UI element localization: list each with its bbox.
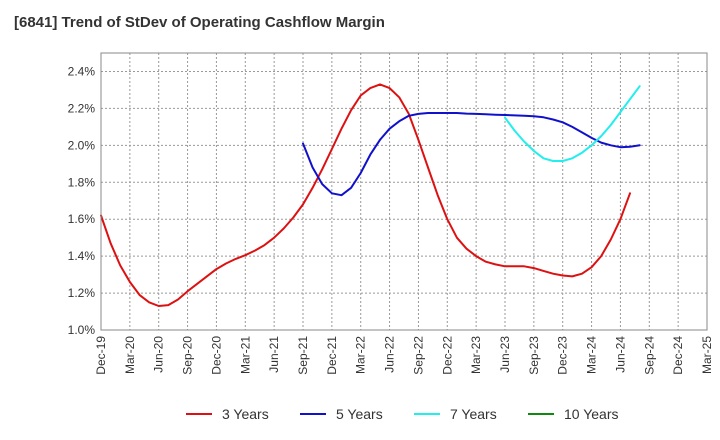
x-tick-label: Sep-21 [296, 336, 310, 375]
series-line-3 [504, 85, 641, 162]
y-tick-label: 1.0% [68, 323, 96, 337]
x-tick-label: Dec-21 [325, 336, 339, 375]
x-tick-label: Dec-19 [94, 336, 108, 375]
series-lines [100, 83, 641, 307]
legend-label: 5 Years [336, 406, 383, 422]
x-tick-label: Dec-24 [671, 336, 685, 375]
y-tick-label: 1.2% [68, 286, 96, 300]
y-tick-label: 1.6% [68, 212, 96, 226]
chart-title: [6841] Trend of StDev of Operating Cashf… [14, 14, 385, 31]
x-tick-label: Jun-23 [498, 336, 512, 373]
x-tick-label: Jun-24 [613, 336, 627, 373]
x-tick-label: Mar-23 [469, 336, 483, 374]
legend: 3 Years 5 Years 7 Years 10 Years [186, 406, 619, 422]
x-tick-label: Mar-20 [123, 336, 137, 374]
x-tick-label: Jun-20 [152, 336, 166, 373]
series-line-2 [302, 112, 641, 197]
x-tick-label: Sep-20 [181, 336, 195, 375]
y-tick-label: 2.4% [68, 64, 96, 78]
series-line-1 [100, 83, 631, 307]
y-tick-label: 1.4% [68, 249, 96, 263]
y-tick-label: 1.8% [68, 175, 96, 189]
axes: 1.0% 1.2% 1.4% 1.6% 1.8% 2.0% 2.2% 2.4% Dec-19 Ma… [68, 52, 714, 375]
y-tick-label: 2.2% [68, 101, 96, 115]
plot-frame [100, 52, 708, 331]
x-tick-label: Mar-22 [354, 336, 368, 374]
x-tick-label: Sep-22 [411, 336, 425, 375]
legend-label: 7 Years [450, 406, 497, 422]
legend-label: 10 Years [564, 406, 619, 422]
legend-label: 3 Years [222, 406, 269, 422]
x-tick-label: Jun-21 [267, 336, 281, 373]
x-tick-label: Jun-22 [383, 336, 397, 373]
x-tick-label: Dec-23 [556, 336, 570, 375]
x-tick-label: Mar-25 [700, 336, 714, 374]
x-tick-label: Mar-24 [585, 336, 599, 374]
x-tick-label: Sep-23 [527, 336, 541, 375]
x-tick-label: Mar-21 [238, 336, 252, 374]
x-tick-label: Dec-22 [440, 336, 454, 375]
x-tick-label: Dec-20 [209, 336, 223, 375]
y-tick-label: 2.0% [68, 138, 96, 152]
x-tick-label: Sep-24 [642, 336, 656, 375]
